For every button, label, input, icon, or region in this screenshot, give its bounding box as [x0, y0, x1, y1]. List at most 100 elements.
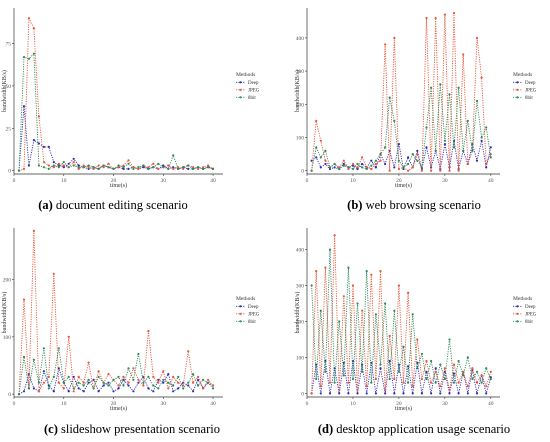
- chart-b-point-8bit: [402, 166, 405, 169]
- chart-a-point-jpeg: [82, 164, 85, 167]
- chart-b-point-jpeg: [434, 16, 437, 20]
- chart-a-point-8bit: [82, 166, 85, 169]
- chart-a-legend-title: Methods: [236, 72, 255, 78]
- chart-a-point-8bit: [142, 164, 145, 167]
- chart-b-point-deep: [319, 166, 322, 169]
- chart-d-point-jpeg: [379, 270, 382, 273]
- chart-d-point-deep: [365, 392, 368, 395]
- chart-b-point-8bit: [370, 164, 373, 167]
- chart-d-point-8bit: [457, 359, 460, 363]
- chart-b-point-8bit: [388, 96, 391, 99]
- chart-b-point-8bit: [420, 166, 423, 169]
- chart-d-point-jpeg: [475, 381, 479, 384]
- chart-d-point-8bit: [319, 309, 322, 312]
- chart-d-point-deep: [457, 392, 460, 395]
- chart-a-point-deep: [22, 105, 26, 108]
- chart-b-point-8bit: [416, 159, 419, 162]
- chart-c-legend-label-deep: Deep: [248, 305, 259, 310]
- chart-b-y-tick-label: 0: [301, 169, 304, 175]
- chart-c-point-jpeg: [47, 375, 50, 378]
- chart-b-point-8bit: [384, 146, 387, 149]
- chart-b-point-jpeg: [430, 169, 433, 172]
- chart-a-point-jpeg: [87, 166, 90, 169]
- chart-a-point-8bit: [167, 167, 170, 170]
- chart-d-point-8bit: [397, 370, 400, 373]
- chart-a-point-jpeg: [122, 164, 125, 167]
- chart-c-point-deep: [77, 387, 80, 390]
- chart-c-legend: Methods Deep JPEG 8bit: [236, 296, 260, 325]
- chart-a-x-axis-label: time(s): [110, 182, 127, 189]
- chart-d-legend-marker-deep: [516, 305, 519, 308]
- chart-a-point-deep: [32, 139, 36, 142]
- chart-a-point-deep: [87, 167, 90, 170]
- chart-c-point-8bit: [37, 381, 41, 384]
- chart-d-point-deep: [411, 392, 414, 395]
- chart-d-point-deep: [430, 392, 433, 395]
- chart-d-y-tick-label: 300: [296, 284, 305, 290]
- chart-a-point-jpeg: [27, 17, 30, 20]
- chart-d-point-8bit: [384, 302, 387, 305]
- chart-a-point-8bit: [117, 164, 120, 167]
- chart-c-point-8bit: [42, 347, 46, 350]
- chart-c-point-deep: [157, 378, 160, 381]
- chart-d-point-8bit: [351, 377, 355, 381]
- chart-b-point-8bit: [361, 166, 364, 169]
- chart-d-legend-label-jpeg: JPEG: [525, 313, 537, 318]
- chart-d-point-jpeg: [485, 385, 488, 388]
- chart-a-point-jpeg: [72, 161, 75, 164]
- chart-c-point-8bit: [167, 381, 170, 384]
- chart-d-point-8bit: [328, 248, 332, 251]
- chart-d-point-8bit: [471, 377, 474, 381]
- chart-d-point-8bit: [443, 377, 446, 381]
- chart-b-point-8bit: [338, 167, 341, 171]
- chart-c-point-deep: [132, 390, 135, 393]
- chart-a-point-jpeg: [97, 164, 100, 167]
- chart-b-legend-label-8bit: 8bit: [525, 96, 533, 101]
- chart-d-point-8bit: [356, 302, 359, 305]
- chart-d-point-8bit: [475, 370, 479, 373]
- chart-b-point-deep: [416, 149, 419, 152]
- chart-c-point-jpeg: [37, 390, 41, 393]
- chart-b-point-8bit: [462, 149, 465, 152]
- chart-c-y-tick-label: 200: [3, 278, 12, 284]
- chart-d-point-jpeg: [480, 374, 483, 377]
- panel-c-caption: (c) slideshow presentation scenario: [44, 422, 220, 436]
- chart-d-point-jpeg: [310, 392, 313, 395]
- chart-a-point-8bit: [17, 169, 21, 172]
- chart-a-x-tick-label: 30: [161, 178, 167, 184]
- chart-b-point-deep: [361, 162, 364, 166]
- chart-c-point-jpeg: [207, 378, 210, 381]
- chart-d-x-tick-label: 0: [306, 401, 309, 407]
- chart-c-point-8bit: [147, 375, 150, 378]
- chart-b-point-jpeg: [361, 156, 364, 159]
- chart-b-point-8bit: [411, 153, 414, 156]
- chart-d-point-deep: [420, 392, 423, 395]
- chart-b-point-jpeg: [416, 153, 419, 156]
- chart-c-x-tick-label: 0: [13, 401, 16, 407]
- chart-d-point-jpeg: [374, 377, 377, 381]
- chart-c-point-deep: [72, 375, 75, 378]
- chart-d-point-8bit: [416, 367, 419, 370]
- chart-a-point-8bit: [172, 154, 175, 157]
- chart-a-point-8bit: [182, 166, 185, 169]
- chart-c-point-8bit: [202, 378, 205, 381]
- chart-a-y-tick-label: 50: [6, 84, 12, 90]
- chart-a-point-jpeg: [107, 162, 110, 165]
- chart-d-point-8bit: [388, 377, 391, 381]
- chart-d-point-deep: [425, 370, 428, 373]
- chart-c-point-8bit: [87, 378, 90, 381]
- chart-b-point-jpeg: [319, 139, 322, 142]
- chart-a-point-jpeg: [22, 167, 26, 170]
- chart-d-plot-area: 0 100 200 300 400 0 10 20 30 40 time(s) bandwidth(K…: [294, 228, 500, 412]
- chart-b-point-8bit: [425, 126, 428, 129]
- chart-c-point-deep: [112, 390, 115, 393]
- chart-b-point-jpeg: [342, 159, 345, 162]
- chart-d-point-deep: [319, 392, 322, 395]
- chart-c-x-tick-label: 20: [111, 401, 117, 407]
- chart-b-point-8bit: [315, 146, 318, 149]
- chart-d-point-8bit: [374, 313, 377, 316]
- chart-c-point-deep: [42, 370, 46, 373]
- chart-c-point-deep: [127, 384, 130, 387]
- chart-d-point-8bit: [434, 381, 437, 384]
- chart-b-point-8bit: [471, 149, 474, 152]
